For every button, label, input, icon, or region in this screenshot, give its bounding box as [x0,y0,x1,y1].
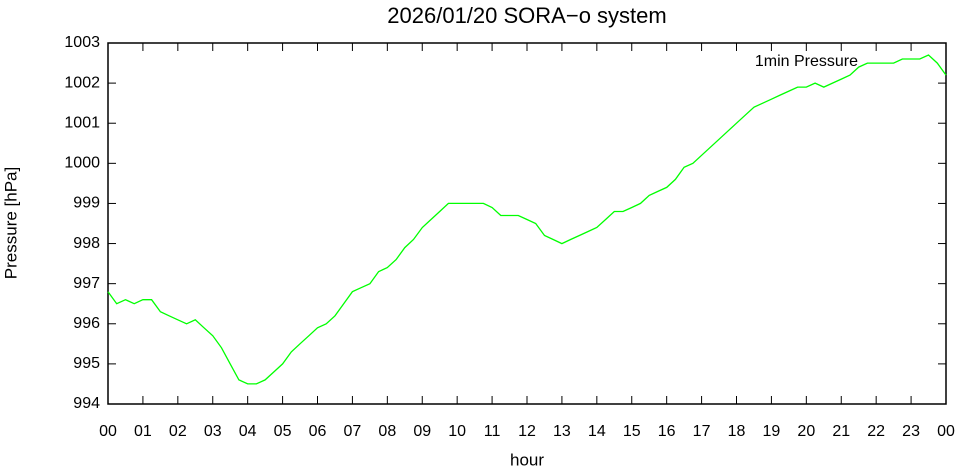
legend-entry: 1min Pressure [755,53,858,70]
x-tick-label: 19 [763,423,781,440]
y-axis-label: Pressure [hPa] [1,167,20,279]
x-tick-label: 05 [274,423,292,440]
y-tick-label: 998 [73,235,100,252]
x-tick-label: 06 [309,423,327,440]
x-tick-label: 16 [658,423,676,440]
y-tick-label: 997 [73,275,100,292]
x-tick-label: 18 [728,423,746,440]
chart-title: 2026/01/20 SORA−o system [387,3,666,28]
pressure-line [107,54,947,385]
x-tick-label: 00 [937,423,955,440]
y-tick-label: 1001 [64,114,100,131]
y-tick-label: 994 [73,395,100,412]
x-axis-label: hour [510,450,544,469]
x-tick-label: 01 [134,423,152,440]
x-tick-label: 21 [832,423,850,440]
x-tick-label: 22 [867,423,885,440]
x-tick-label: 11 [484,423,501,440]
x-tick-label: 23 [902,423,920,440]
x-tick-label: 17 [693,423,711,440]
x-tick-label: 04 [239,423,257,440]
x-tick-label: 09 [413,423,431,440]
y-tick-label: 999 [73,195,100,212]
plot-frame [107,42,947,405]
x-tick-label: 15 [623,423,641,440]
x-tick-label: 10 [448,423,466,440]
y-tick-label: 995 [73,355,100,372]
y-tick-label: 1000 [64,155,100,172]
x-tick-label: 12 [518,423,536,440]
x-tick-label: 14 [588,423,606,440]
x-tick-label: 07 [344,423,362,440]
x-tick-label: 00 [99,423,117,440]
y-tick-label: 1002 [64,74,100,91]
y-tick-label: 1003 [64,34,100,51]
x-tick-label: 03 [204,423,222,440]
y-tick-label: 996 [73,315,100,332]
x-tick-label: 08 [378,423,396,440]
x-tick-label: 20 [797,423,815,440]
x-tick-label: 13 [553,423,571,440]
x-tick-label: 02 [169,423,187,440]
